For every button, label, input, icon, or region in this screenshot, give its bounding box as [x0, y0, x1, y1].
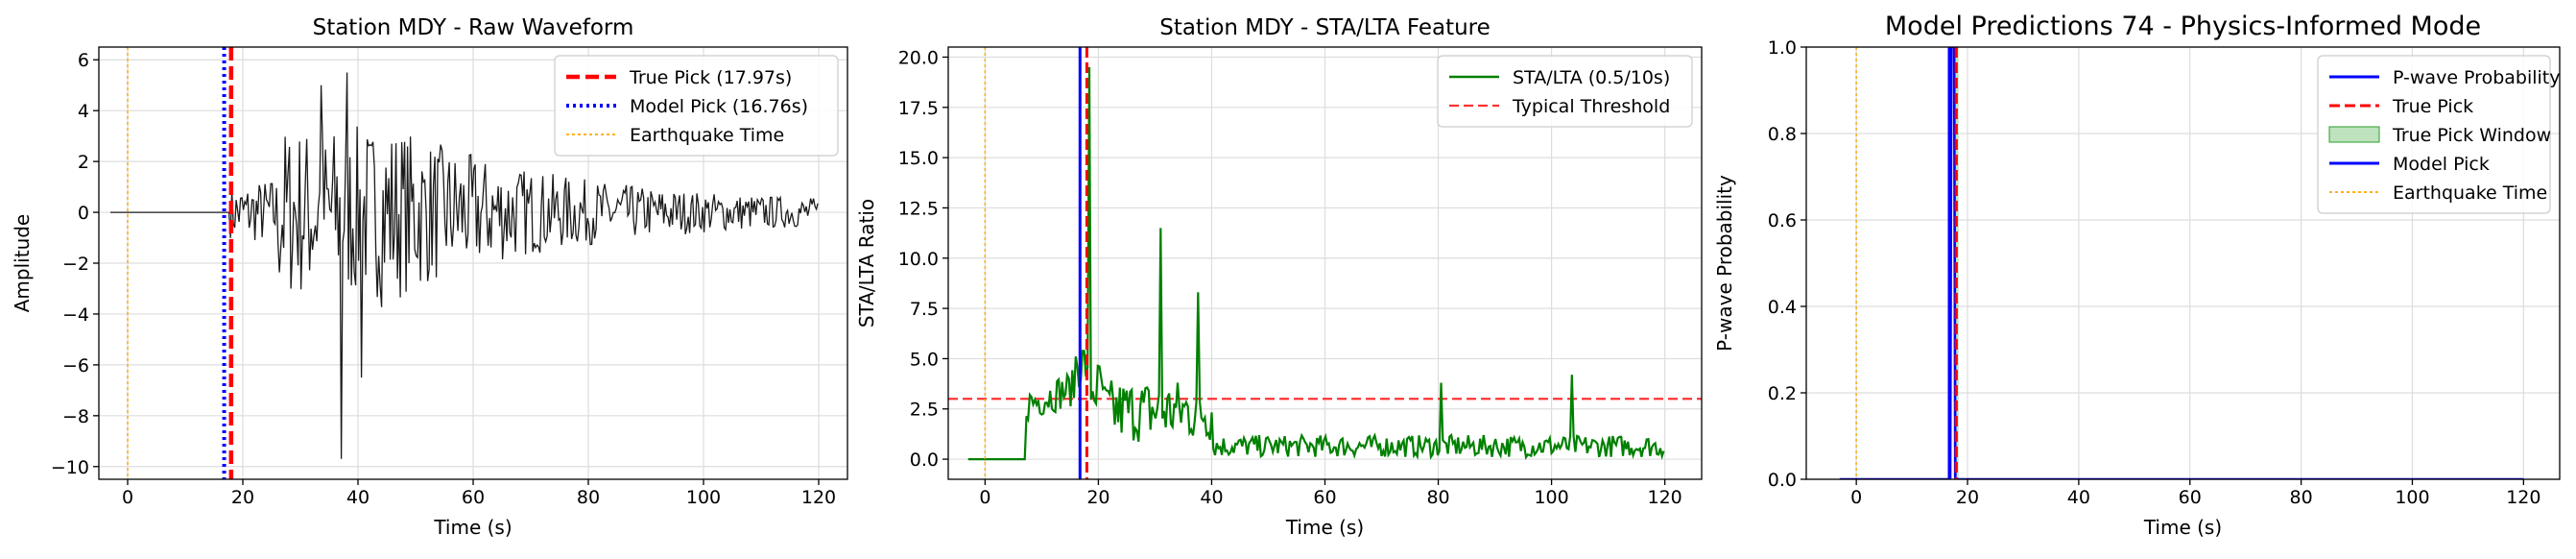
- plot-area: [110, 47, 819, 479]
- x-tick-label: 120: [801, 487, 836, 508]
- x-tick-label: 20: [231, 487, 254, 508]
- x-tick-label: 0: [122, 487, 133, 508]
- plot-area: [948, 47, 1702, 479]
- legend: STA/LTA (0.5/10s) Typical Threshold: [1437, 55, 1693, 128]
- y-axis-label: P-wave Probability: [1713, 175, 1736, 352]
- legend: True Pick (17.97s) Model Pick (16.76s) Ear…: [554, 55, 839, 157]
- x-tick-label: 20: [1086, 487, 1109, 508]
- chart-title: Station MDY - STA/LTA Feature: [1159, 15, 1491, 40]
- y-tick-label: 15.0: [898, 148, 939, 169]
- legend-label: Earthquake Time: [2393, 182, 2547, 204]
- y-axis-label: STA/LTA Ratio: [855, 199, 878, 328]
- x-tick-label: 120: [1648, 487, 1682, 508]
- y-tick-label: 0.0: [910, 450, 939, 471]
- axes-frame: [1805, 46, 2561, 480]
- x-tick-label: 100: [2395, 487, 2429, 508]
- y-tick-label: 1.0: [1768, 37, 1797, 59]
- y-tick-label: 0.6: [1768, 210, 1797, 231]
- y-tick-label: 5.0: [910, 349, 939, 370]
- y-tick-label: 2.5: [910, 400, 939, 421]
- y-tick-label: 6: [78, 50, 89, 71]
- x-tick-label: 100: [1534, 487, 1568, 508]
- legend-label: True Pick Window: [2392, 125, 2551, 146]
- x-tick-label: 40: [1200, 487, 1223, 508]
- x-tick-label: 80: [2290, 487, 2313, 508]
- legend-label: Typical Threshold: [1512, 96, 1670, 117]
- y-tick-label: 10.0: [898, 249, 939, 270]
- y-tick-label: 0.2: [1768, 383, 1797, 404]
- legend-label: True Pick (17.97s): [629, 67, 792, 88]
- y-tick-label: 0.8: [1768, 124, 1797, 145]
- legend-label: True Pick: [2392, 96, 2473, 117]
- x-tick-label: 80: [577, 487, 600, 508]
- legend-label: Earthquake Time: [630, 125, 784, 146]
- x-tick-label: 20: [1956, 487, 1979, 508]
- x-tick-label: 0: [1850, 487, 1862, 508]
- x-tick-label: 40: [346, 487, 370, 508]
- legend-swatch: [2328, 126, 2380, 143]
- y-tick-label: 0: [78, 203, 89, 224]
- legend-frame: [1437, 55, 1693, 128]
- chart-panel-1: 0 20 40 60 80 100 120 −10 −8 −6 −4 −2 0 2 4 6 Station MD…: [11, 15, 848, 539]
- chart-panel-2: 0 20 40 60 80 100 120 0.0 2.5 5.0 7.5 10.0 12.5 15.0 1…: [855, 15, 1703, 539]
- y-tick-label: 7.5: [910, 299, 939, 320]
- y-tick-label: 2: [78, 152, 89, 173]
- plot-area: [1839, 47, 2524, 479]
- y-tick-label: 17.5: [898, 98, 939, 119]
- y-tick-label: −8: [62, 406, 89, 427]
- legend-frame: [2317, 55, 2551, 214]
- x-axis-label: Time (s): [1285, 516, 1364, 539]
- chart-panel-3: 0 20 40 60 80 100 120 0.0 0.2 0.4 0.6 0.8 1.0 Model P…: [1713, 12, 2561, 539]
- y-tick-label: −2: [62, 254, 89, 275]
- y-tick-label: 0.0: [1768, 470, 1797, 491]
- chart-title: Model Predictions 74 - Physics-Informed …: [1885, 12, 2481, 41]
- x-tick-label: 60: [462, 487, 485, 508]
- legend: P-wave Probability True Pick True Pick Win…: [2317, 55, 2561, 214]
- sta-lta-line: [967, 66, 1665, 461]
- waveform-line: [110, 72, 819, 459]
- legend-label: P-wave Probability: [2393, 67, 2561, 88]
- x-tick-label: 60: [1313, 487, 1336, 508]
- legend-frame: [554, 55, 839, 157]
- x-tick-label: 80: [1426, 487, 1449, 508]
- y-tick-label: −4: [62, 304, 89, 326]
- legend-label: STA/LTA (0.5/10s): [1513, 67, 1670, 88]
- legend-label: Model Pick (16.76s): [630, 96, 808, 117]
- y-tick-label: −6: [62, 355, 89, 377]
- x-tick-label: 120: [2506, 487, 2540, 508]
- y-tick-label: 20.0: [898, 47, 939, 68]
- chart-title: Station MDY - Raw Waveform: [313, 15, 634, 40]
- x-tick-label: 40: [2067, 487, 2090, 508]
- y-axis-label: Amplitude: [11, 214, 34, 313]
- y-tick-label: 4: [78, 101, 89, 122]
- y-tick-label: 12.5: [898, 198, 939, 219]
- legend-label: Model Pick: [2393, 154, 2490, 175]
- y-tick-label: −10: [51, 457, 89, 478]
- x-tick-label: 100: [686, 487, 721, 508]
- x-tick-label: 0: [979, 487, 990, 508]
- x-axis-label: Time (s): [2143, 516, 2222, 539]
- x-axis-label: Time (s): [433, 516, 512, 539]
- y-tick-label: 0.4: [1768, 297, 1797, 318]
- x-tick-label: 60: [2179, 487, 2202, 508]
